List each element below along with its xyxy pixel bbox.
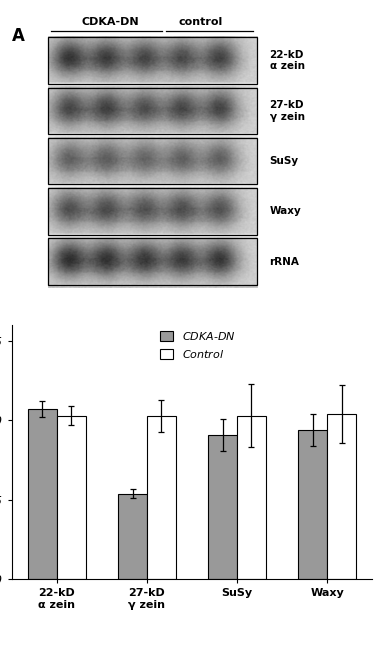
- Bar: [28, 410, 57, 579]
- Text: 27-kD
γ zein: 27-kD γ zein: [270, 100, 305, 122]
- Bar: [237, 416, 266, 579]
- Bar: [48, 138, 257, 184]
- Bar: [48, 188, 257, 234]
- Text: rRNA: rRNA: [270, 256, 300, 266]
- Bar: [118, 494, 147, 579]
- Bar: [48, 87, 257, 135]
- Text: SuSy: SuSy: [270, 156, 299, 166]
- Bar: [208, 435, 237, 579]
- Text: 22-kD
α zein: 22-kD α zein: [270, 50, 305, 71]
- Bar: [48, 37, 257, 84]
- Legend: $CDKA$-$DN$, $Control$: $CDKA$-$DN$, $Control$: [156, 326, 241, 364]
- Text: A: A: [12, 27, 25, 45]
- Text: control: control: [178, 17, 223, 27]
- Bar: [48, 238, 257, 285]
- Bar: [298, 430, 327, 579]
- Bar: [57, 416, 86, 579]
- Text: Waxy: Waxy: [270, 206, 301, 216]
- Bar: [327, 414, 356, 579]
- Bar: [147, 416, 176, 579]
- Text: CDKA-DN: CDKA-DN: [82, 17, 139, 27]
